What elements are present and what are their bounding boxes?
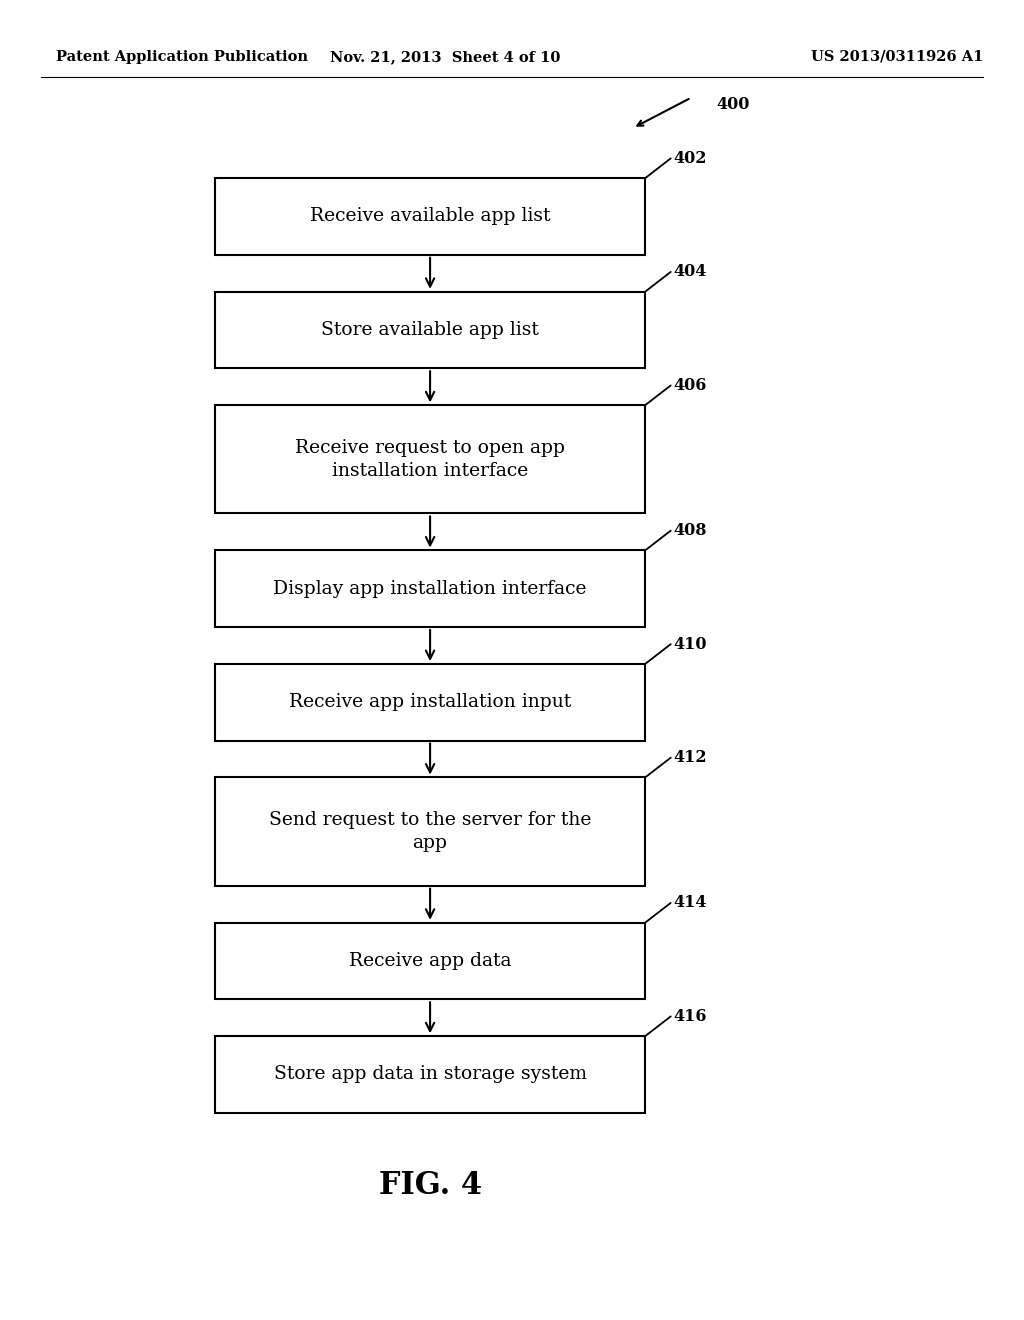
Text: 406: 406 <box>674 378 708 393</box>
Bar <box>215 550 645 627</box>
Text: 408: 408 <box>674 523 708 539</box>
Text: Receive app data: Receive app data <box>349 952 511 970</box>
Text: Receive request to open app
installation interface: Receive request to open app installation… <box>295 438 565 480</box>
Bar <box>215 1036 645 1113</box>
Text: 410: 410 <box>674 636 708 652</box>
Text: Patent Application Publication: Patent Application Publication <box>56 50 308 63</box>
Bar <box>215 664 645 741</box>
Text: Receive app installation input: Receive app installation input <box>289 693 571 711</box>
Text: 400: 400 <box>717 96 751 112</box>
Bar <box>215 405 645 513</box>
Text: 404: 404 <box>674 264 708 280</box>
Bar <box>215 777 645 886</box>
Text: FIG. 4: FIG. 4 <box>379 1170 481 1201</box>
Text: 414: 414 <box>674 895 708 911</box>
Text: Store app data in storage system: Store app data in storage system <box>273 1065 587 1084</box>
Text: 402: 402 <box>674 150 708 166</box>
Text: Receive available app list: Receive available app list <box>310 207 550 226</box>
Bar <box>215 292 645 368</box>
Bar <box>215 923 645 999</box>
Text: Display app installation interface: Display app installation interface <box>273 579 587 598</box>
Text: Nov. 21, 2013  Sheet 4 of 10: Nov. 21, 2013 Sheet 4 of 10 <box>331 50 560 63</box>
Text: 412: 412 <box>674 750 708 766</box>
Text: 416: 416 <box>674 1008 708 1024</box>
Text: Send request to the server for the
app: Send request to the server for the app <box>269 810 591 853</box>
Text: US 2013/0311926 A1: US 2013/0311926 A1 <box>811 50 983 63</box>
Bar <box>215 178 645 255</box>
Text: Store available app list: Store available app list <box>322 321 539 339</box>
